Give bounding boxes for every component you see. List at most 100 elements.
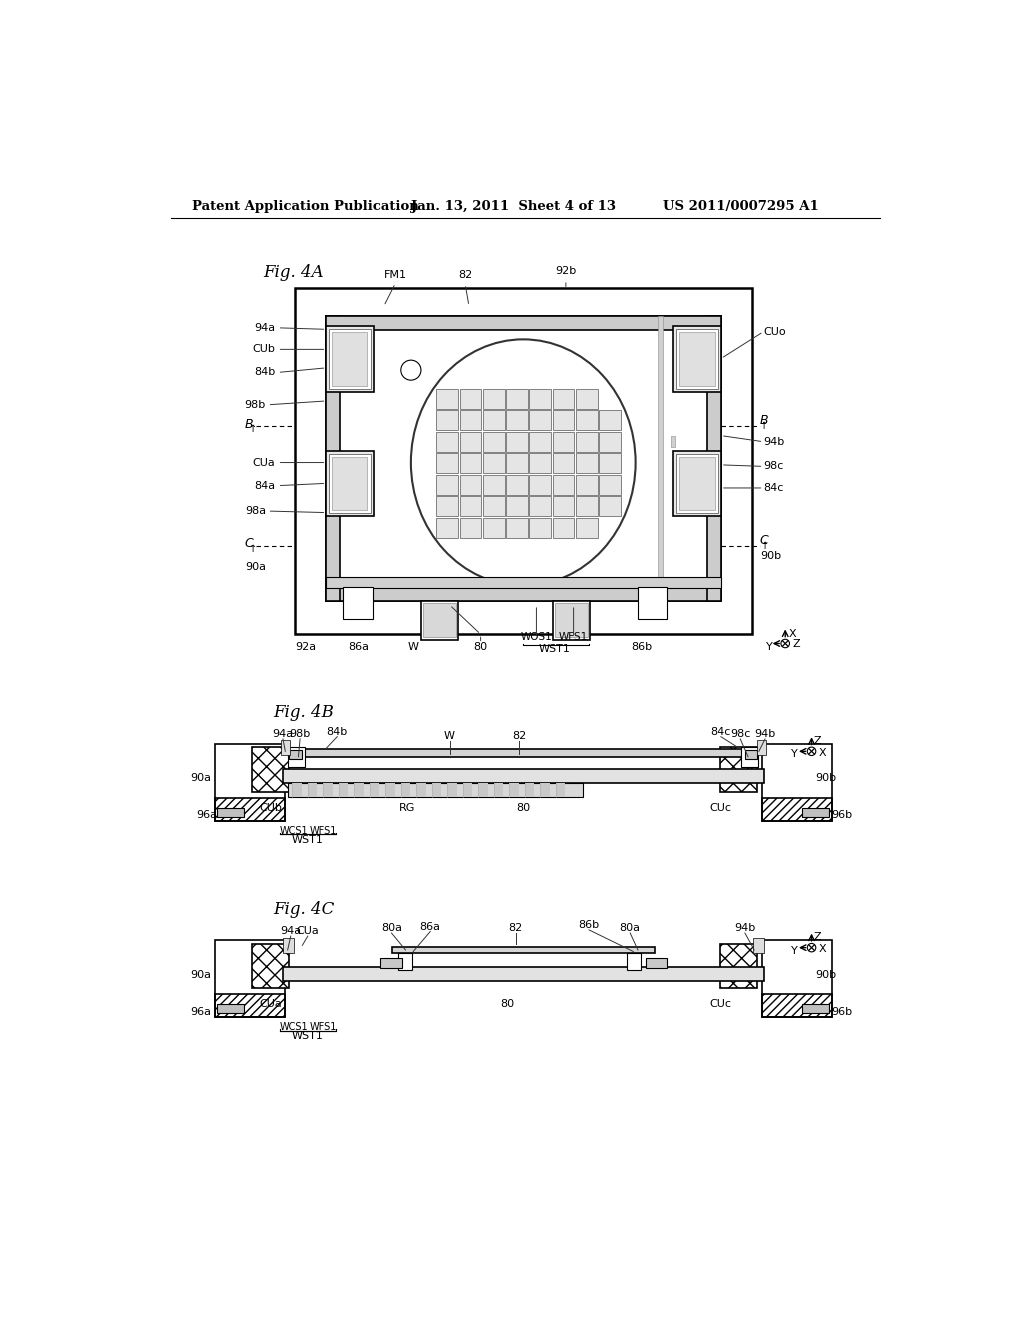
Bar — [529, 475, 551, 495]
Text: Fig. 4C: Fig. 4C — [273, 900, 335, 917]
Circle shape — [781, 639, 790, 648]
Text: 84b: 84b — [254, 367, 275, 378]
Text: 90b: 90b — [761, 552, 781, 561]
Bar — [283, 770, 764, 783]
Bar — [326, 587, 721, 601]
Bar — [506, 517, 528, 539]
Bar — [506, 496, 528, 516]
Bar — [329, 330, 371, 388]
Bar — [575, 496, 598, 516]
Text: Z: Z — [793, 639, 800, 649]
Bar — [529, 388, 551, 409]
Bar — [432, 783, 441, 797]
Bar — [460, 388, 481, 409]
Text: Fig. 4B: Fig. 4B — [273, 705, 335, 721]
Text: FM1: FM1 — [384, 269, 407, 280]
Bar — [762, 994, 831, 1016]
Text: Y: Y — [792, 750, 798, 759]
Bar — [483, 496, 505, 516]
Bar — [295, 288, 752, 635]
Text: 80a: 80a — [620, 924, 641, 933]
Text: 92a: 92a — [296, 642, 316, 652]
Bar — [326, 317, 340, 601]
Bar — [289, 783, 583, 797]
Text: 90a: 90a — [189, 774, 211, 783]
Bar — [638, 586, 668, 619]
Bar — [762, 743, 831, 821]
Bar — [483, 517, 505, 539]
Bar — [460, 432, 481, 451]
Bar — [436, 453, 458, 474]
Text: 92b: 92b — [555, 265, 577, 276]
Bar — [329, 454, 371, 513]
Bar — [599, 453, 621, 474]
Bar — [679, 457, 715, 511]
Text: 84c: 84c — [764, 483, 784, 492]
Bar — [385, 783, 394, 797]
Bar — [757, 739, 766, 755]
Bar — [463, 783, 472, 797]
Bar — [417, 783, 426, 797]
Bar — [436, 496, 458, 516]
Text: 82: 82 — [458, 269, 472, 280]
Bar — [326, 317, 721, 330]
Text: Z: Z — [814, 932, 821, 942]
Bar — [494, 783, 503, 797]
Text: B: B — [245, 417, 254, 430]
Text: Y: Y — [766, 643, 772, 652]
Bar — [292, 783, 302, 797]
Bar — [215, 994, 285, 1016]
Bar — [326, 587, 721, 601]
Text: 82: 82 — [508, 924, 522, 933]
Text: W: W — [408, 642, 419, 652]
Text: X: X — [818, 944, 826, 954]
Bar — [283, 966, 764, 981]
Bar — [283, 937, 294, 953]
Text: CUc: CUc — [709, 999, 731, 1008]
Text: 80a: 80a — [381, 924, 402, 933]
Circle shape — [807, 944, 816, 952]
Text: CUa: CUa — [259, 999, 282, 1008]
Text: 94b: 94b — [734, 924, 756, 933]
Bar — [215, 797, 285, 821]
Text: B: B — [760, 413, 768, 426]
Bar — [553, 432, 574, 451]
Bar — [370, 783, 379, 797]
Text: WST1: WST1 — [292, 834, 324, 845]
Bar — [460, 496, 481, 516]
Text: 80: 80 — [516, 803, 530, 813]
Bar — [553, 388, 574, 409]
Bar — [575, 411, 598, 430]
Bar — [326, 317, 721, 330]
Text: 84b: 84b — [327, 727, 348, 737]
Text: 96a: 96a — [189, 1007, 211, 1016]
Bar — [720, 944, 758, 989]
Bar — [289, 750, 302, 759]
Bar — [308, 783, 317, 797]
Bar — [575, 517, 598, 539]
Bar — [423, 603, 456, 638]
Bar — [575, 388, 598, 409]
Text: 80: 80 — [473, 642, 487, 652]
Bar — [391, 946, 655, 953]
Text: ↑: ↑ — [250, 425, 258, 434]
Bar — [397, 953, 412, 970]
Text: CUa: CUa — [296, 927, 319, 936]
Bar — [217, 1003, 245, 1014]
Bar — [483, 453, 505, 474]
Bar — [506, 453, 528, 474]
Text: 94b: 94b — [764, 437, 784, 446]
Text: 96b: 96b — [831, 810, 853, 820]
Bar — [802, 1003, 829, 1014]
Text: 86b: 86b — [631, 642, 652, 652]
Bar — [753, 937, 764, 953]
Text: Patent Application Publication: Patent Application Publication — [191, 199, 418, 213]
Bar — [673, 451, 721, 516]
Bar — [483, 475, 505, 495]
Bar — [483, 411, 505, 430]
Text: C: C — [760, 533, 768, 546]
Text: X: X — [818, 748, 826, 758]
Bar — [215, 940, 285, 1016]
Bar — [436, 388, 458, 409]
Bar — [762, 994, 831, 1016]
